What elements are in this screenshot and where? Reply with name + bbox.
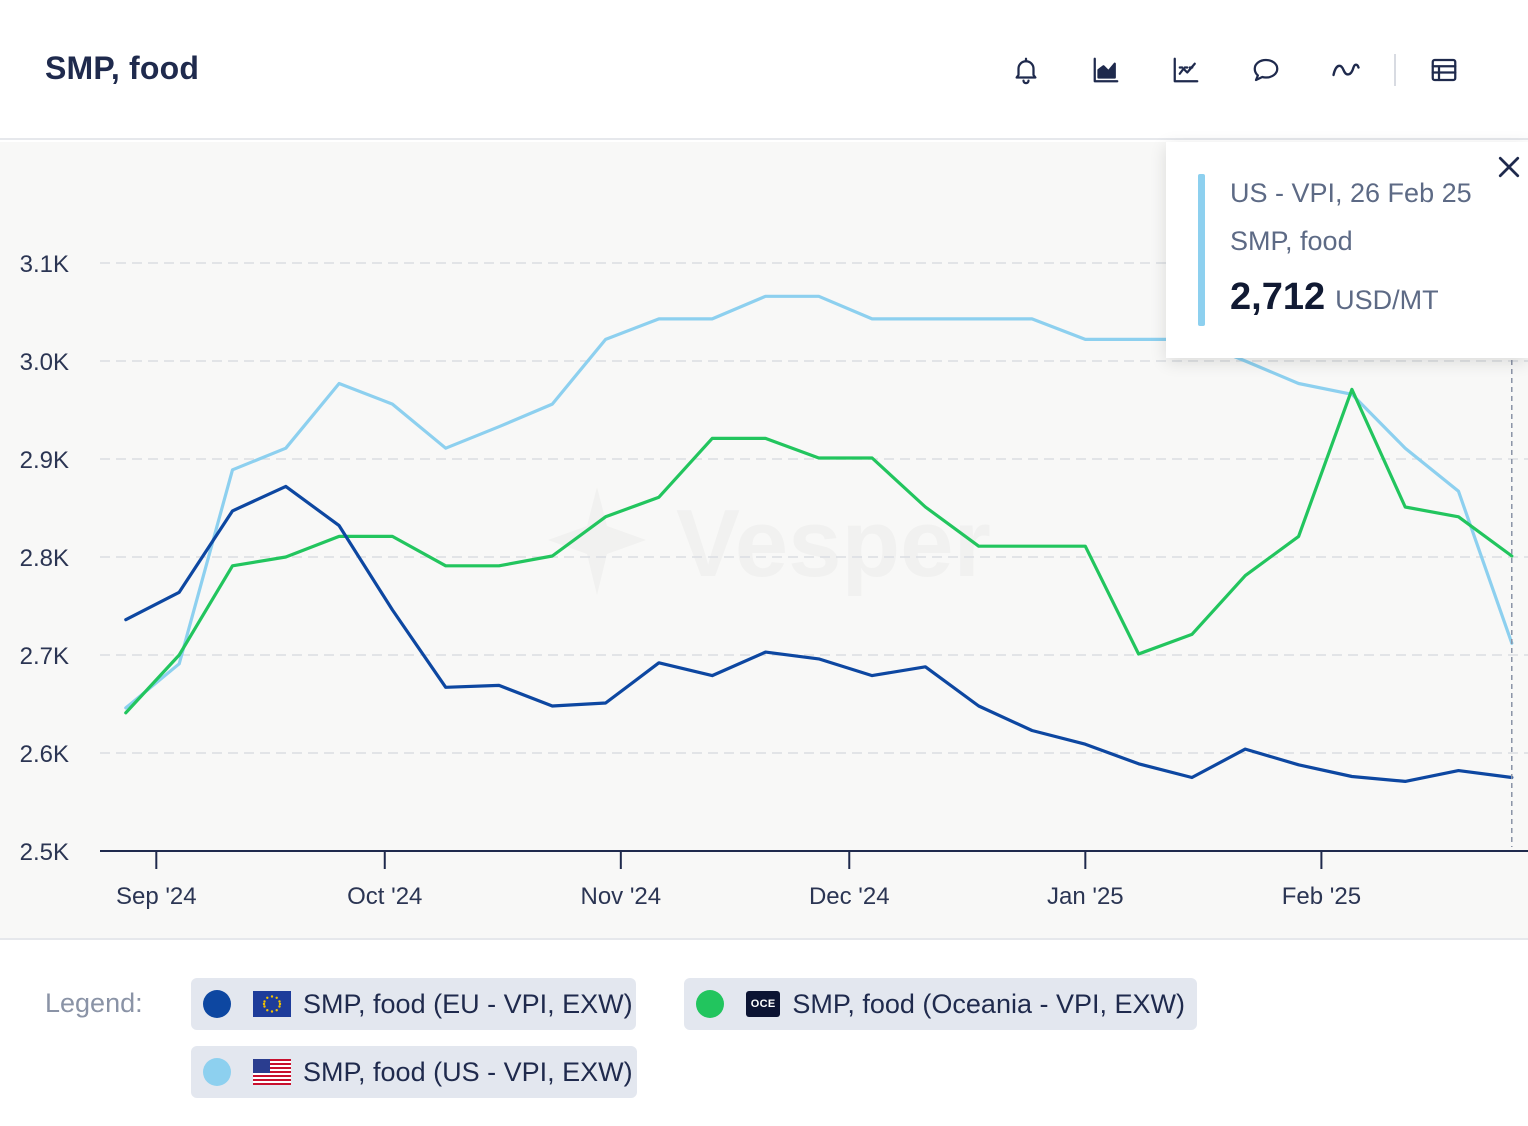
y-tick-label: 2.6K: [20, 741, 69, 768]
value-tooltip: US - VPI, 26 Feb 25 SMP, food 2,712 USD/M…: [1166, 142, 1528, 358]
series-line-0[interactable]: [124, 484, 1514, 784]
trend-chart-icon: [1173, 57, 1199, 83]
series-line-1[interactable]: [124, 387, 1514, 715]
toolbar-divider: [1394, 54, 1396, 86]
y-tick-label: 3.0K: [20, 349, 69, 376]
legend-item-oceania[interactable]: OCE SMP, food (Oceania - VPI, EXW): [684, 978, 1197, 1030]
comment-button[interactable]: [1240, 50, 1292, 90]
watermark-text: Vesper: [676, 490, 991, 597]
legend-item-eu[interactable]: SMP, food (EU - VPI, EXW): [191, 978, 636, 1030]
line-chart[interactable]: Vesper 2.5K 2.6K 2.7K 2.8K 2.9K 3.0K 3.1K Sep …: [0, 142, 1528, 940]
y-tick-label: 3.1K: [20, 251, 69, 278]
tooltip-series-color-bar: [1198, 174, 1205, 326]
legend-color-dot: [203, 990, 231, 1018]
tooltip-header: US - VPI, 26 Feb 25: [1230, 178, 1472, 208]
us-flag-icon: [253, 1059, 291, 1085]
oceania-badge-icon: OCE: [746, 991, 781, 1017]
tooltip-series-name: SMP, food: [1230, 226, 1353, 256]
comment-icon: [1253, 58, 1279, 82]
x-tick-label: Jan '25: [1047, 883, 1124, 910]
x-tick-label: Nov '24: [581, 883, 662, 910]
x-tick-label: Dec '24: [809, 883, 890, 910]
area-chart-button[interactable]: [1080, 50, 1132, 90]
smoothing-button[interactable]: [1320, 50, 1372, 90]
legend-item-label: SMP, food (US - VPI, EXW): [303, 1056, 633, 1087]
alert-button[interactable]: [1000, 50, 1052, 90]
x-tick-label: Oct '24: [347, 883, 422, 910]
legend-item-label: SMP, food (EU - VPI, EXW): [303, 988, 633, 1019]
trend-chart-button[interactable]: [1160, 50, 1212, 90]
area-chart-icon: [1093, 57, 1119, 83]
wave-icon: [1332, 63, 1360, 77]
chart-toolbar: [1000, 50, 1480, 90]
legend-item-label: SMP, food (Oceania - VPI, EXW): [792, 988, 1185, 1019]
chart-header: SMP, food: [0, 0, 1528, 140]
legend-label: Legend:: [45, 988, 143, 1018]
vesper-watermark: Vesper: [548, 487, 991, 597]
y-tick-label: 2.5K: [20, 839, 69, 866]
series-line-2[interactable]: [124, 294, 1514, 710]
x-tick-label: Feb '25: [1282, 883, 1361, 910]
bell-icon: [1015, 57, 1037, 85]
y-tick-label: 2.9K: [20, 447, 69, 474]
chart-legend: Legend: SMP, food (EU - VPI, EXW) OCE SM…: [0, 942, 1528, 1126]
table-view-button[interactable]: [1418, 50, 1470, 90]
y-tick-label: 2.7K: [20, 643, 69, 670]
table-icon: [1431, 58, 1457, 82]
x-tick-label: Sep '24: [116, 883, 197, 910]
eu-flag-icon: [253, 991, 291, 1017]
tooltip-value: 2,712: [1230, 276, 1326, 318]
legend-color-dot: [696, 990, 724, 1018]
tooltip-value-row: 2,712 USD/MT: [1230, 276, 1439, 319]
y-tick-label: 2.8K: [20, 545, 69, 572]
legend-item-us[interactable]: SMP, food (US - VPI, EXW): [191, 1046, 637, 1098]
page-title: SMP, food: [45, 50, 200, 86]
close-icon[interactable]: [1494, 152, 1524, 182]
tooltip-unit: USD/MT: [1335, 285, 1439, 315]
legend-color-dot: [203, 1058, 231, 1086]
